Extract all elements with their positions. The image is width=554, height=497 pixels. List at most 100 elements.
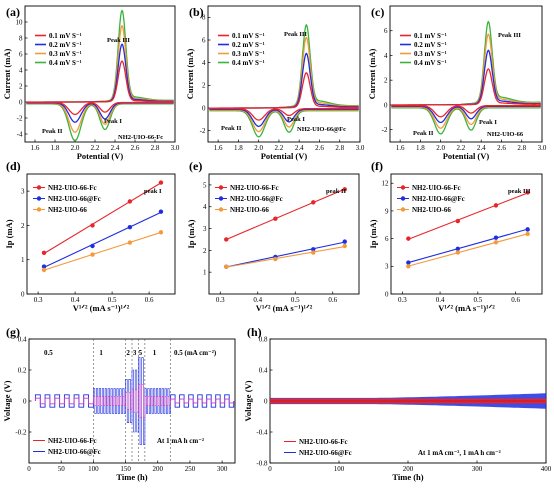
- data-point-f-0: [525, 190, 530, 195]
- sample-label-c: NH2-UIO-66: [487, 131, 524, 138]
- peak-iii-label-b: Peak III: [284, 31, 307, 38]
- voltage-trace-g-NH2-UIO-66-Fc: [138, 384, 146, 418]
- y-tick-label-g: -0.2: [15, 428, 27, 436]
- y-tick-label-h: -0.4: [256, 428, 268, 436]
- cv-legend-label-a: 0.4 mV S⁻¹: [49, 59, 82, 67]
- data-point-e-0: [342, 187, 347, 192]
- y-tick-label-f: 6: [385, 235, 389, 243]
- fit-legend-marker-e: [218, 207, 224, 212]
- x-tick-label-e: 0.3: [216, 296, 225, 304]
- rate-label-g: 0.5: [44, 349, 53, 357]
- fit-legend-marker-e: [218, 185, 224, 190]
- x-tick-label-c: 2.4: [477, 144, 486, 152]
- panel-c-letter: (c): [371, 5, 384, 19]
- y-tick-label-e: 4: [203, 203, 207, 211]
- fit-legend-marker-f: [400, 185, 406, 190]
- x-tick-label-c: 2.0: [436, 144, 445, 152]
- cycle-legend-label-h: NH2-UIO-66@Fc: [299, 449, 352, 457]
- panel-e-letter: (e): [189, 159, 202, 173]
- panel-h-letter: (h): [247, 325, 262, 339]
- x-tick-label-e: 0.6: [328, 296, 337, 304]
- cv-legend-label-c: 0.3 mV S⁻¹: [414, 50, 447, 58]
- cv-legend-label-a: 0.1 mV S⁻¹: [49, 32, 82, 40]
- rate-label-g: 0.5 (mA cm⁻²): [174, 349, 217, 357]
- y-tick-label-a: 4: [19, 66, 23, 74]
- rate-label-g: 2: [126, 349, 130, 357]
- data-point-d-2: [41, 267, 47, 273]
- data-point-e-2: [224, 264, 229, 269]
- y-tick-label-f: 3: [385, 263, 389, 271]
- y-tick-label-a: -4: [17, 130, 23, 138]
- x-tick-label-f: 0.4: [436, 296, 445, 304]
- cycle-legend-label-g: NH2-UIO-66@Fc: [48, 448, 101, 456]
- data-point-f-0: [493, 203, 499, 208]
- y-tick-label-b: 8: [202, 14, 206, 22]
- fit-line-d-1: [43, 211, 162, 268]
- y-tick-label-e: 3: [203, 225, 207, 233]
- data-point-f-2: [455, 250, 461, 255]
- data-point-e-1: [311, 247, 316, 252]
- x-tick-label-h: 400: [541, 465, 552, 473]
- cv-legend-label-b: 0.3 mV S⁻¹: [232, 50, 265, 58]
- x-tick-label-h: 200: [403, 465, 414, 473]
- y-tick-label-a: 6: [19, 50, 23, 58]
- data-point-e-0: [311, 200, 316, 205]
- x-tick-label-h: 100: [334, 465, 345, 473]
- x-tick-label-c: 1.6: [396, 144, 405, 152]
- y-tick-label-f: 9: [385, 207, 389, 215]
- fit-legend-marker-f: [400, 207, 406, 212]
- cv-chart-a: 1.6 1.8 2.0 2.2 2.4 2.6 2.8 3.0 -4 -2 0 2 4 6 8 10 Poten…: [2, 5, 180, 161]
- fit-legend-label-e: NH2-UIO-66@Fc: [230, 195, 283, 203]
- x-tick-label-d: 0.5: [108, 296, 117, 304]
- y-tick-label-d: 3: [21, 188, 25, 196]
- y-tick-label-c: 2: [384, 77, 388, 85]
- fit-line-e-0: [226, 188, 345, 240]
- data-point-f-2: [406, 264, 411, 269]
- data-point-d-2: [158, 230, 164, 235]
- x-axis-title-h: Time (h): [392, 472, 423, 482]
- cv-legend-label-b: 0.2 mV S⁻¹: [232, 41, 265, 49]
- cv-chart-c: 1.6 1.8 2.0 2.2 2.4 2.6 2.8 3.0 -2 0 2 4 6 Potential …: [367, 5, 547, 161]
- y-tick-label-b: 2: [202, 82, 206, 90]
- y-tick-label-e: 5: [203, 181, 207, 189]
- x-tick-label-a: 1.8: [51, 144, 60, 152]
- rate-label-g: 3: [133, 349, 137, 357]
- cv-legend-label-b: 0.1 mV S⁻¹: [232, 32, 265, 40]
- data-point-d-0: [90, 223, 95, 228]
- x-tick-label-g: 0: [27, 465, 31, 473]
- sample-label-b: NH2-UIO-66@Fc: [297, 126, 346, 133]
- data-point-e-0: [224, 237, 229, 242]
- voltage-trace-g-NH2-UIO-66-Fc: [93, 396, 126, 406]
- x-tick-label-c: 1.8: [416, 144, 425, 152]
- y-tick-label-d: 0: [21, 290, 25, 298]
- fit-line-f-1: [408, 228, 528, 264]
- y-tick-label-b: 0: [202, 104, 206, 112]
- y-tick-label-c: -2: [382, 126, 388, 134]
- y-axis-title-h: Voltage (V): [243, 380, 253, 421]
- y-tick-label-g: 0: [23, 397, 27, 405]
- plot-frame-a: [24, 5, 176, 143]
- panel-g-letter: (g): [6, 325, 20, 339]
- x-tick-label-a: 1.6: [31, 144, 40, 152]
- peak-ii-label-c: Peak II: [413, 130, 434, 137]
- cv-legend-label-a: 0.3 mV S⁻¹: [49, 50, 82, 58]
- condition-note-h: At 1 mA cm⁻², 1 mA h cm⁻²: [418, 449, 501, 457]
- x-tick-label-h: 0: [268, 465, 272, 473]
- y-axis-title-b: Current (mA): [185, 49, 195, 100]
- fit-legend-marker-f: [400, 196, 406, 201]
- cv-legend-label-c: 0.4 mV S⁻¹: [414, 59, 447, 67]
- fit-legend-marker-e: [218, 196, 224, 201]
- voltage-trace-g-NH2-UIO-66-Fc: [34, 397, 94, 405]
- x-tick-label-f: 0.5: [473, 296, 482, 304]
- cycling-chart-h: 0 100 200 300 400 -0.8 -0.4 0 0.4 0.8 Time (h) Volt…: [243, 335, 552, 482]
- x-tick-label-e: 0.4: [253, 296, 262, 304]
- fit-chart-f: 0.3 0.4 0.5 0.6 0 3 6 9 12 V¹ᐟ² (mA s⁻¹)¹ᐟ² Ip (mA…: [368, 173, 543, 313]
- y-tick-label-g: 0.4: [18, 335, 27, 343]
- fit-legend-marker-d: [36, 196, 42, 201]
- data-point-e-2: [311, 250, 316, 255]
- y-tick-label-a: 0: [19, 98, 23, 106]
- x-tick-label-g: 300: [217, 465, 228, 473]
- peak-label-e: peak II: [326, 188, 347, 195]
- panel-d-letter: (d): [6, 159, 21, 173]
